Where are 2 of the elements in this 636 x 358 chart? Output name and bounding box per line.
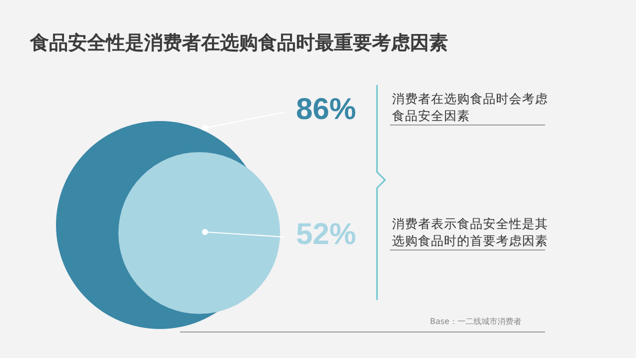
title: 食品安全性是消费者在选购食品时最重要考虑因素 [30,31,448,56]
annotation: Base：一二线城市消费者 [430,316,522,327]
